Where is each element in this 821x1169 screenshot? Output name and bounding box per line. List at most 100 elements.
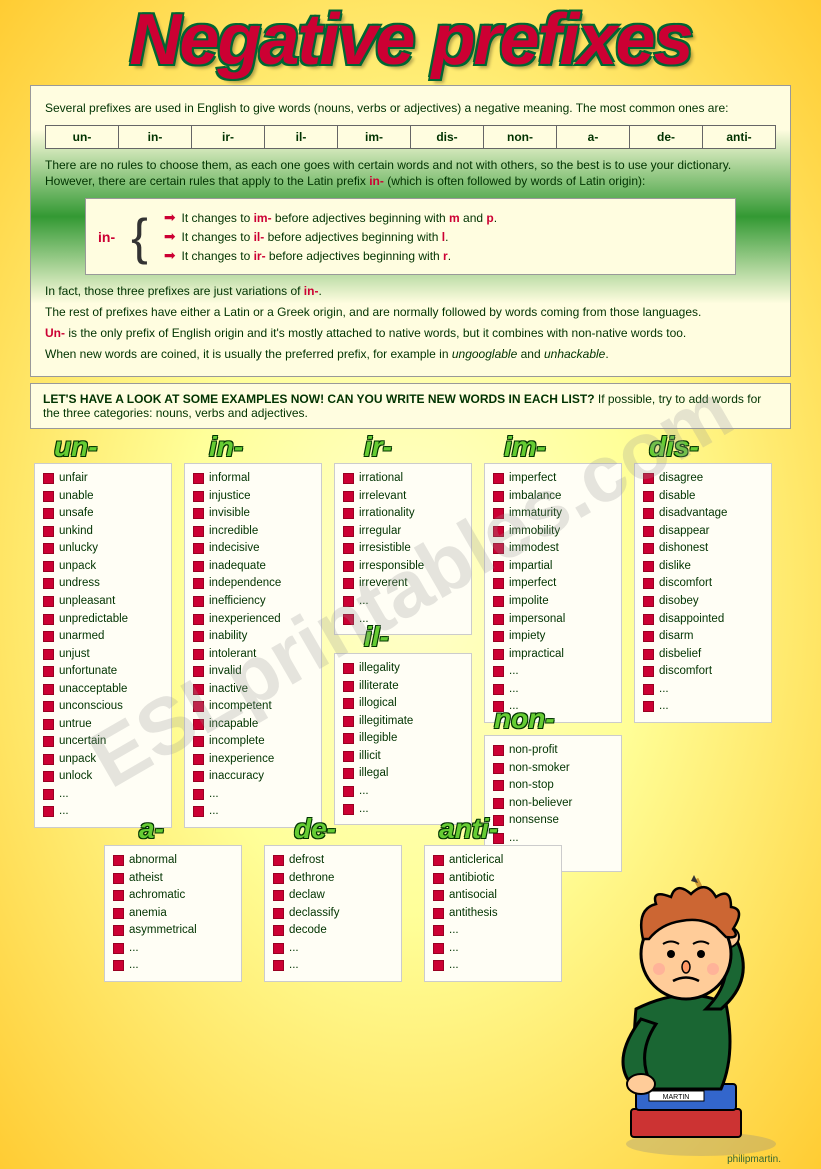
intro-box: Several prefixes are used in English to … xyxy=(30,85,791,378)
rule-3: ➡It changes to ir- before adjectives beg… xyxy=(164,247,497,264)
list-item: unpredictable xyxy=(43,611,163,629)
prefix-cell: a- xyxy=(557,126,630,148)
list-item: unconscious xyxy=(43,698,163,716)
list-item: defrost xyxy=(273,852,393,870)
list-item: irrelevant xyxy=(343,488,463,506)
list-item: informal xyxy=(193,470,313,488)
list-item: irreverent xyxy=(343,575,463,593)
col-header-anti: anti- xyxy=(439,813,498,845)
list-item: discomfort xyxy=(643,575,763,593)
prefix-cell: im- xyxy=(338,126,411,148)
list-item: immodest xyxy=(493,540,613,558)
col-il: illegalityilliterateillogicalillegitimat… xyxy=(334,653,472,825)
col-un: unfairunableunsafeunkindunluckyunpackund… xyxy=(34,463,172,827)
book-label: MARTIN xyxy=(663,1094,690,1101)
list-item: ... xyxy=(43,786,163,804)
prefix-cell: in- xyxy=(119,126,192,148)
list-item: unpleasant xyxy=(43,593,163,611)
list-item: disarm xyxy=(643,628,763,646)
col-header-ir: ir- xyxy=(364,431,392,463)
list-item: asymmetrical xyxy=(113,922,233,940)
col-header-non: non- xyxy=(494,703,555,735)
list-item: impersonal xyxy=(493,611,613,629)
intro-p3: In fact, those three prefixes are just v… xyxy=(45,283,776,300)
list-item: ... xyxy=(193,786,313,804)
list-item: illegible xyxy=(343,730,463,748)
list-item: irresistible xyxy=(343,540,463,558)
list-item: unjust xyxy=(43,646,163,664)
instruction-box: LET'S HAVE A LOOK AT SOME EXAMPLES NOW! … xyxy=(30,383,791,429)
list-item: decode xyxy=(273,922,393,940)
list-item: ... xyxy=(273,940,393,958)
list-item: unkind xyxy=(43,523,163,541)
list-item: immobility xyxy=(493,523,613,541)
list-item: disbelief xyxy=(643,646,763,664)
list-item: independence xyxy=(193,575,313,593)
intro-p6: When new words are coined, it is usually… xyxy=(45,346,776,363)
rule-2: ➡It changes to il- before adjectives beg… xyxy=(164,228,497,245)
list-item: irrationality xyxy=(343,505,463,523)
list-item: unlucky xyxy=(43,540,163,558)
list-item: irrational xyxy=(343,470,463,488)
list-item: illiterate xyxy=(343,678,463,696)
list-item: irregular xyxy=(343,523,463,541)
list-item: unarmed xyxy=(43,628,163,646)
list-item: dishonest xyxy=(643,540,763,558)
list-item: unlock xyxy=(43,768,163,786)
list-item: illicit xyxy=(343,748,463,766)
list-item: non-believer xyxy=(493,795,613,813)
list-item: imbalance xyxy=(493,488,613,506)
list-item: imperfect xyxy=(493,470,613,488)
list-item: achromatic xyxy=(113,887,233,905)
list-item: inability xyxy=(193,628,313,646)
prefix-cell: il- xyxy=(265,126,338,148)
credit: philipmartin. xyxy=(727,1154,781,1165)
list-item: unpack xyxy=(43,558,163,576)
list-item: ... xyxy=(113,940,233,958)
list-item: illegitimate xyxy=(343,713,463,731)
intro-p5: Un- is the only prefix of English origin… xyxy=(45,325,776,342)
list-item: disobey xyxy=(643,593,763,611)
intro-p4: The rest of prefixes have either a Latin… xyxy=(45,304,776,321)
list-item: inactive xyxy=(193,681,313,699)
list-item: unfortunate xyxy=(43,663,163,681)
col-header-im: im- xyxy=(504,431,546,463)
arrow-icon: ➡ xyxy=(164,209,176,226)
prefix-cell: de- xyxy=(630,126,703,148)
list-item: unfair xyxy=(43,470,163,488)
arrow-icon: ➡ xyxy=(164,228,176,245)
list-item: illegal xyxy=(343,765,463,783)
prefix-cell: anti- xyxy=(703,126,775,148)
col-ir: irrationalirrelevantirrationalityirregul… xyxy=(334,463,472,635)
list-item: ... xyxy=(643,698,763,716)
col-header-un: un- xyxy=(54,431,98,463)
list-item: discomfort xyxy=(643,663,763,681)
arrow-icon: ➡ xyxy=(164,247,176,264)
intro-p2: There are no rules to choose them, as ea… xyxy=(45,157,776,191)
prefix-cell: non- xyxy=(484,126,557,148)
list-item: atheist xyxy=(113,870,233,888)
list-item: ... xyxy=(113,957,233,975)
intro-p1: Several prefixes are used in English to … xyxy=(45,100,776,117)
list-item: unsafe xyxy=(43,505,163,523)
list-item: declaw xyxy=(273,887,393,905)
list-item: disappear xyxy=(643,523,763,541)
list-item: impiety xyxy=(493,628,613,646)
list-item: ... xyxy=(643,681,763,699)
list-item: immaturity xyxy=(493,505,613,523)
list-item: anemia xyxy=(113,905,233,923)
list-item: incredible xyxy=(193,523,313,541)
list-item: inaccuracy xyxy=(193,768,313,786)
list-item: impractical xyxy=(493,646,613,664)
list-item: unable xyxy=(43,488,163,506)
student-illustration: MARTIN xyxy=(521,859,801,1159)
col-header-a: a- xyxy=(139,813,164,845)
list-item: incomplete xyxy=(193,733,313,751)
list-item: disappointed xyxy=(643,611,763,629)
list-item: ... xyxy=(343,593,463,611)
col-header-de: de- xyxy=(294,813,336,845)
list-item: irresponsible xyxy=(343,558,463,576)
list-item: unacceptable xyxy=(43,681,163,699)
list-item: imperfect xyxy=(493,575,613,593)
col-in: informalinjusticeinvisibleincredibleinde… xyxy=(184,463,322,827)
